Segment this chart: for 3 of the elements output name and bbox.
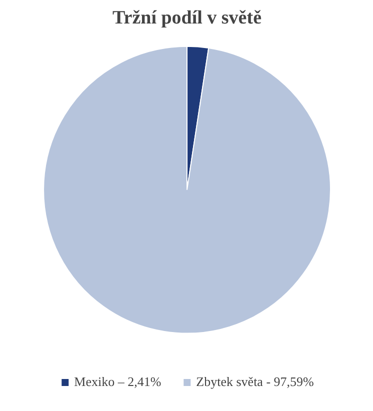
legend-label: Mexiko – 2,41% (74, 374, 162, 390)
chart-title: Tržní podíl v světě (112, 8, 262, 28)
legend-label: Zbytek světa - 97,59% (196, 374, 314, 390)
